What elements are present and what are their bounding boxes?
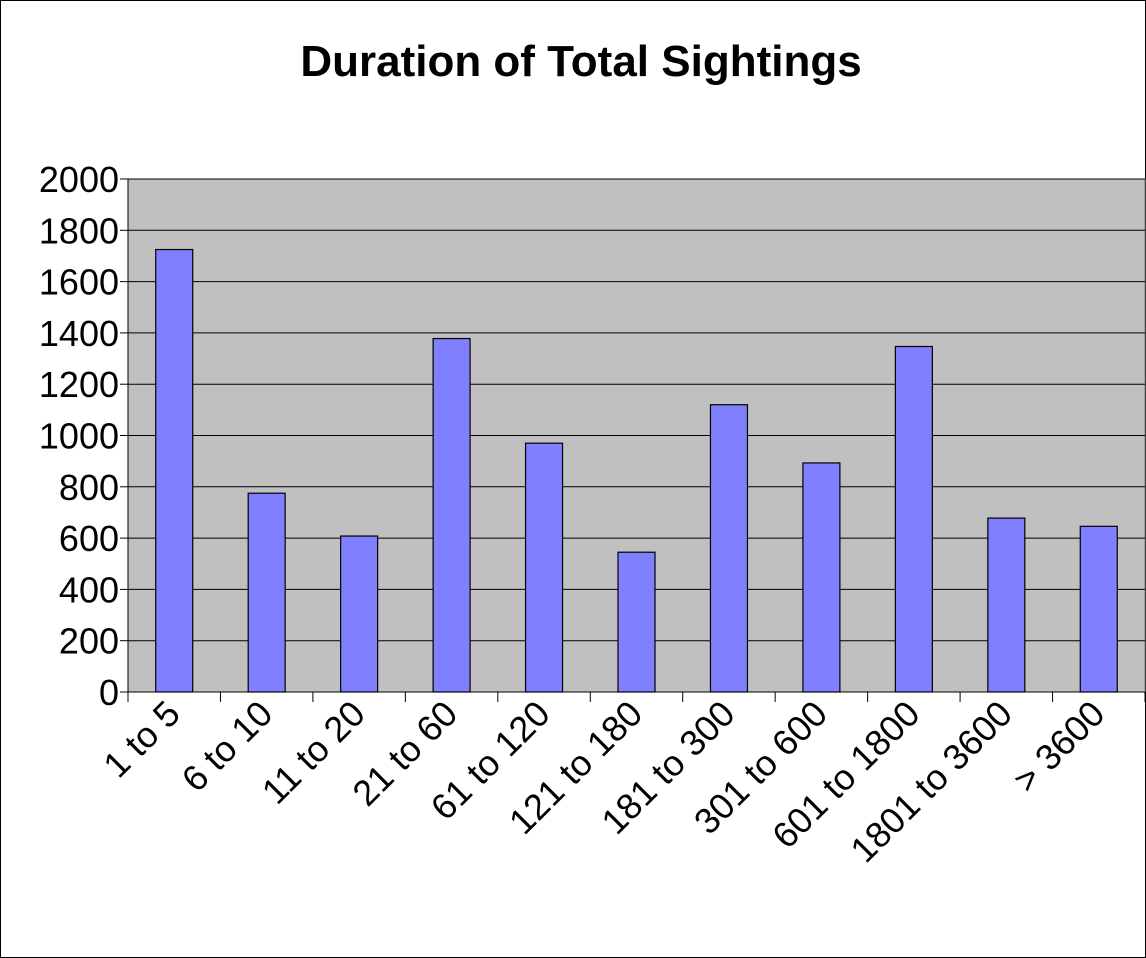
y-tick-labels: 0 200 400 600 800 1000 1200 1400 1600 1800 2000 [39, 159, 119, 713]
y-tick-label: 400 [59, 569, 119, 610]
y-tick-label: 2000 [39, 159, 119, 200]
bar [894, 345, 933, 693]
y-tick-label: 1600 [39, 262, 119, 303]
bar [340, 535, 379, 693]
bar [617, 551, 656, 693]
bar [709, 404, 749, 693]
axes [120, 178, 1146, 702]
y-tick-label: 1000 [39, 416, 119, 457]
x-tick-label: 1801 to 3600 [842, 693, 1020, 871]
bar [987, 517, 1026, 693]
bar [524, 442, 564, 693]
chart-title: Duration of Total Sightings [300, 37, 861, 86]
bar [802, 462, 841, 693]
y-tick-label: 1200 [39, 364, 119, 405]
y-tick-label: 1800 [39, 210, 119, 251]
y-tick-label: 0 [99, 672, 119, 713]
y-tick-label: 800 [59, 467, 119, 508]
bar [1079, 525, 1118, 693]
bar [247, 492, 286, 693]
y-tick-label: 1400 [39, 313, 119, 354]
bar [432, 337, 471, 693]
bar [155, 248, 194, 693]
y-tick-label: 200 [59, 621, 119, 662]
y-tick-label: 600 [59, 518, 119, 559]
x-tick-label: > 3600 [1005, 693, 1113, 801]
